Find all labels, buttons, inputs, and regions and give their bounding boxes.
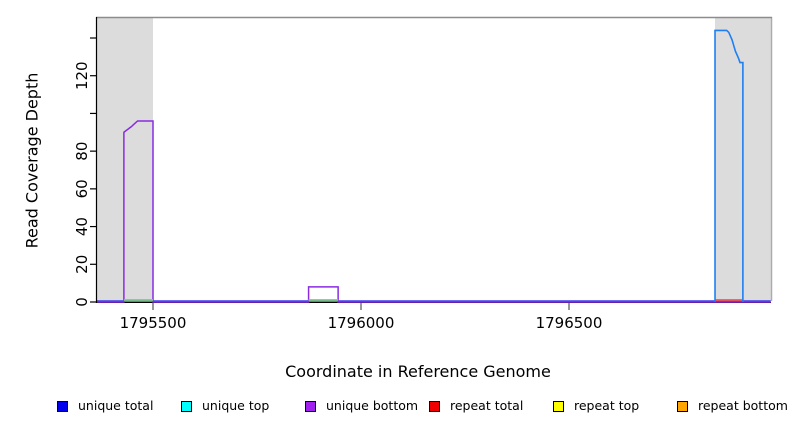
masked-region-0 — [96, 17, 153, 301]
legend-item-unique-total: unique total — [57, 398, 153, 414]
legend: unique total unique top unique bottom repea… — [0, 398, 792, 418]
y-axis-title: Read Coverage Depth — [22, 0, 42, 320]
y-tick-label-0: 0 — [73, 297, 91, 307]
legend-label: unique top — [202, 398, 270, 413]
y-tick-label-20: 20 — [73, 255, 91, 274]
legend-swatch-unique-top — [181, 400, 192, 412]
legend-item-repeat-total: repeat total — [429, 398, 523, 414]
legend-label: repeat total — [450, 398, 524, 413]
legend-label: repeat bottom — [698, 398, 788, 413]
y-axis-title-text: Read Coverage Depth — [22, 72, 42, 248]
x-tick-label-1796000: 1796000 — [328, 314, 395, 332]
y-tick-label-40: 40 — [73, 217, 91, 236]
x-tick-label-1796500: 1796500 — [536, 314, 603, 332]
legend-swatch-unique-total — [57, 400, 68, 412]
x-tick-label-1795500: 1795500 — [120, 314, 187, 332]
legend-item-repeat-bottom: repeat bottom — [677, 398, 788, 414]
unique-bottom-coverage — [96, 120, 771, 303]
legend-swatch-unique-bottom — [305, 400, 316, 412]
y-tick-label-120: 120 — [73, 61, 91, 90]
legend-swatch-repeat-total — [429, 400, 440, 412]
legend-label: repeat top — [574, 398, 640, 413]
legend-label: unique total — [78, 398, 154, 413]
x-axis-title: Coordinate in Reference Genome — [0, 362, 792, 381]
legend-item-unique-bottom: unique bottom — [305, 398, 418, 414]
y-tick-label-80: 80 — [73, 142, 91, 161]
legend-label: unique bottom — [326, 398, 419, 413]
legend-item-repeat-top: repeat top — [553, 398, 639, 414]
unique-total-coverage — [714, 29, 744, 302]
legend-swatch-repeat-bottom — [677, 400, 688, 412]
y-tick-label-60: 60 — [73, 179, 91, 198]
legend-swatch-repeat-top — [553, 400, 564, 412]
x-axis-title-text: Coordinate in Reference Genome — [285, 362, 551, 381]
legend-item-unique-top: unique top — [181, 398, 269, 414]
